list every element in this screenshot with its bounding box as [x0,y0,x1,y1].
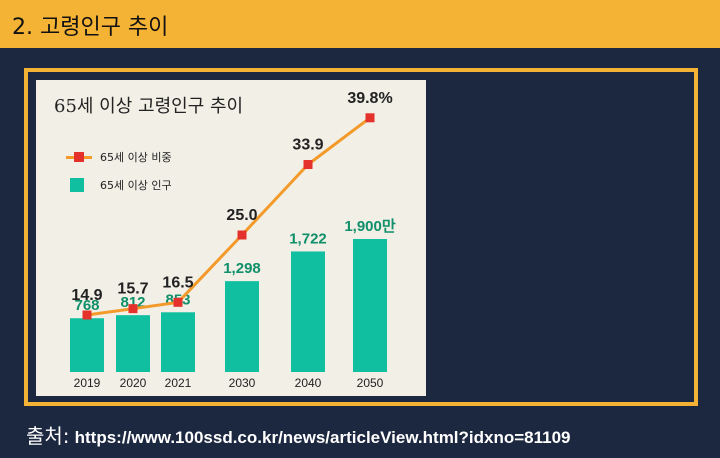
legend-marker-icon [74,152,84,162]
chart-card: 65세 이상 고령인구 추이 7682019812202085320211,29… [36,80,426,396]
source-citation: 출처: https://www.100ssd.co.kr/news/articl… [26,420,571,449]
source-url[interactable]: https://www.100ssd.co.kr/news/articleVie… [74,428,571,447]
chart-frame [24,68,698,406]
x-tick-2030: 2030 [229,376,256,390]
legend-swatch-icon [70,178,84,192]
legend-label-population: 65세 이상 인구 [100,179,172,192]
bar-2030 [225,281,259,372]
chart-title: 65세 이상 고령인구 추이 [54,96,244,117]
header-bar: 2. 고령인구 추이 [0,0,720,48]
bar-2050 [353,239,387,372]
bar-label-2050: 1,900만 [344,218,396,235]
legend-label-ratio: 65세 이상 비중 [100,151,172,164]
ratio-marker-2021 [173,297,183,307]
page-title: 2. 고령인구 추이 [12,15,169,40]
bar-label-2040: 1,722 [289,230,327,247]
ratio-label-2021: 16.5 [162,274,193,291]
ratio-label-2050: 39.8% [347,90,392,107]
bar-2040 [291,251,325,372]
ratio-marker-2020 [128,304,138,314]
x-tick-2040: 2040 [295,376,322,390]
bar-2019 [70,318,104,372]
bar-label-2030: 1,298 [223,260,261,277]
ratio-marker-2019 [82,310,92,320]
x-tick-2019: 2019 [74,376,101,390]
x-tick-2020: 2020 [120,376,147,390]
ratio-label-2040: 33.9 [292,137,323,154]
x-tick-2050: 2050 [357,376,384,390]
ratio-marker-2030 [237,230,247,240]
x-tick-2021: 2021 [165,376,192,390]
chart-plot: 7682019812202085320211,29820301,72220401… [70,90,396,390]
ratio-marker-2040 [303,160,313,170]
bar-2021 [161,312,195,372]
source-label: 출처: [26,424,70,448]
ratio-label-2019: 14.9 [71,287,102,304]
ratio-marker-2050 [365,113,375,123]
ratio-label-2020: 15.7 [117,281,148,298]
bar-label-2019: 768 [74,297,99,314]
bar-2020 [116,315,150,372]
ratio-label-2030: 25.0 [226,207,257,224]
ratio-line [86,116,371,317]
